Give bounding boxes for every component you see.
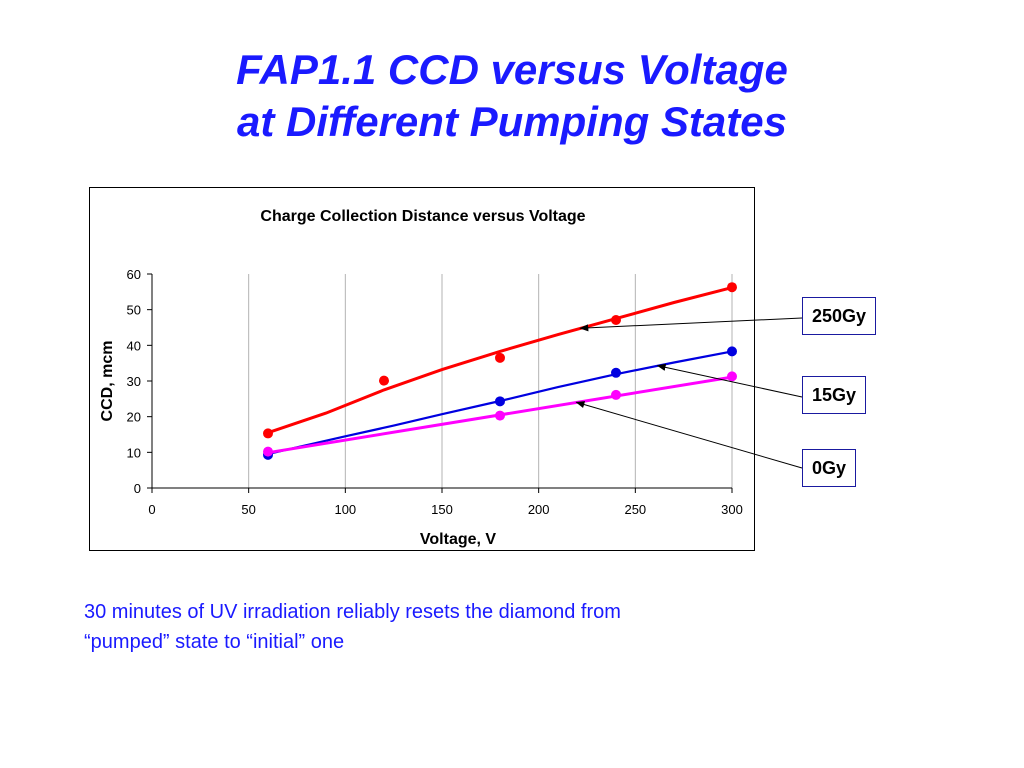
callout-250gy: 250Gy bbox=[802, 297, 877, 335]
data-point-15gy bbox=[611, 367, 621, 378]
y-axis-label: CCD, mcm bbox=[99, 341, 116, 422]
callout-0gy: 0Gy bbox=[802, 449, 857, 487]
callout-0gy-label: 0Gy bbox=[812, 458, 847, 478]
data-point-250gy bbox=[611, 315, 621, 326]
x-tick-label: 200 bbox=[528, 502, 550, 517]
data-point-250gy bbox=[727, 282, 737, 293]
caption-line-1: 30 minutes of UV irradiation reliably re… bbox=[84, 601, 621, 623]
y-tick-label: 30 bbox=[127, 374, 141, 389]
data-point-250gy bbox=[495, 352, 505, 363]
data-point-15gy bbox=[727, 346, 737, 357]
x-tick-label: 300 bbox=[721, 502, 743, 517]
x-tick-label: 50 bbox=[241, 502, 255, 517]
y-tick-label: 10 bbox=[127, 445, 141, 460]
x-tick-label: 250 bbox=[624, 502, 646, 517]
y-tick-label: 60 bbox=[127, 267, 141, 282]
series-line-250gy bbox=[267, 286, 733, 435]
data-point-250gy bbox=[263, 428, 273, 439]
x-axis-label: Voltage, V bbox=[420, 531, 496, 548]
callout-250gy-label: 250Gy bbox=[812, 306, 867, 326]
data-point-250gy bbox=[379, 375, 389, 386]
slide-title-line-2: at Different Pumping States bbox=[237, 98, 787, 145]
x-tick-label: 100 bbox=[334, 502, 356, 517]
chart-title: Charge Collection Distance versus Voltag… bbox=[260, 208, 585, 225]
caption-line-2: “pumped” state to “initial” one bbox=[84, 631, 345, 653]
ccd-voltage-chart: Charge Collection Distance versus Voltag… bbox=[99, 208, 743, 548]
data-point-0gy bbox=[263, 446, 273, 457]
y-tick-label: 40 bbox=[127, 338, 141, 353]
series-line-15gy bbox=[267, 350, 733, 456]
y-tick-label: 20 bbox=[127, 410, 141, 425]
slide-title-line-1: FAP1.1 CCD versus Voltage bbox=[236, 46, 788, 93]
y-tick-label: 0 bbox=[134, 481, 141, 496]
data-point-0gy bbox=[495, 410, 505, 421]
chart-frame: Charge Collection Distance versus Voltag… bbox=[89, 187, 755, 551]
caption: 30 minutes of UV irradiation reliably re… bbox=[84, 597, 844, 657]
y-tick-label: 50 bbox=[127, 303, 141, 318]
data-point-0gy bbox=[611, 389, 621, 400]
slide-title: FAP1.1 CCD versus Voltage at Different P… bbox=[0, 44, 1024, 148]
x-tick-label: 0 bbox=[148, 502, 155, 517]
x-tick-label: 150 bbox=[431, 502, 453, 517]
data-point-15gy bbox=[495, 396, 505, 407]
callout-15gy-label: 15Gy bbox=[812, 385, 857, 405]
data-point-0gy bbox=[727, 371, 737, 382]
callout-15gy: 15Gy bbox=[802, 376, 867, 414]
